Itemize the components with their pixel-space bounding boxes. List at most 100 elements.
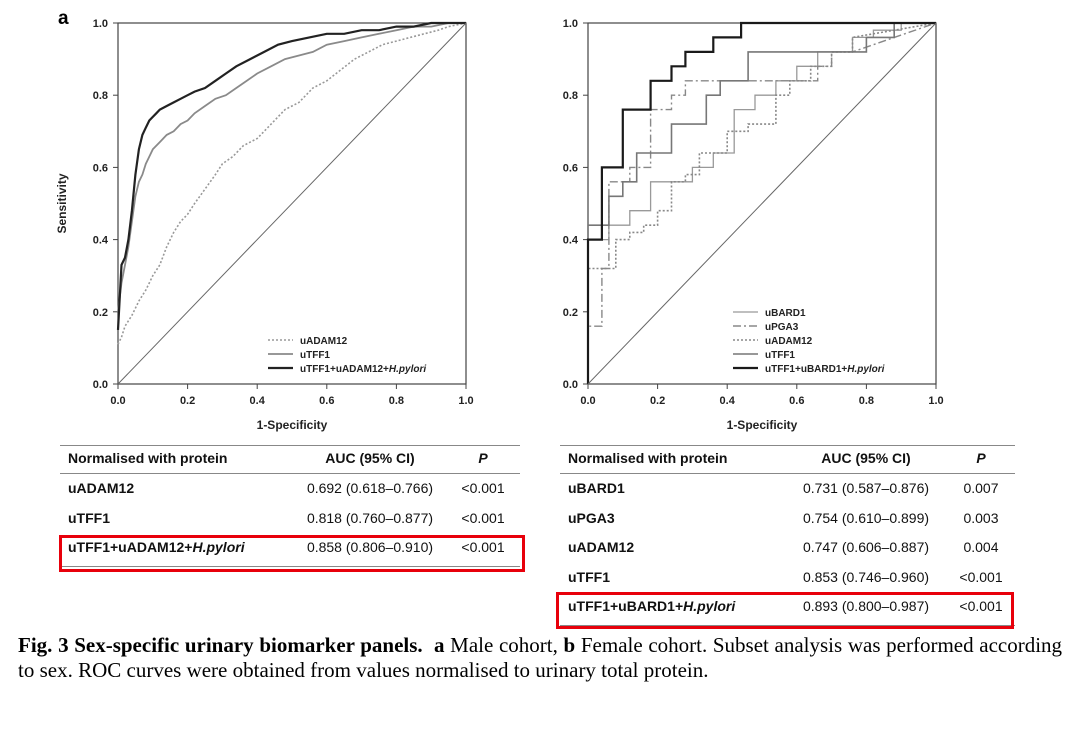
roc-curve-uadam12 — [587, 22, 937, 384]
table-rule — [560, 473, 1015, 474]
legend-entry: uADAM12 — [765, 336, 813, 347]
table-row: uTFF1+uADAM12+H.pylori 0.858 (0.806–0.910… — [60, 534, 520, 560]
marker-name: uADAM12 — [68, 480, 135, 496]
table-rule — [60, 565, 520, 567]
marker-name: uTFF1 — [68, 509, 110, 526]
legend-entry: uPGA3 — [765, 322, 799, 333]
highlight-box-male — [59, 535, 525, 572]
column-header: AUC (95% CI) — [325, 450, 415, 466]
p-value: <0.001 — [959, 598, 1003, 614]
auc-value: 0.692 (0.618–0.766) — [306, 480, 434, 496]
p-value: <0.001 — [461, 509, 505, 526]
column-header: P — [478, 450, 488, 466]
p-value: 0.003 — [963, 509, 999, 526]
auc-value: 0.754 (0.610–0.899) — [802, 509, 930, 526]
x-tick-label: 0.6 — [789, 395, 804, 407]
roc-curve-utff1 — [587, 22, 936, 384]
figure-caption: Fig. 3 Sex-specific urinary biomarker pa… — [18, 633, 1062, 683]
marker-name: uTFF1 — [568, 568, 610, 585]
y-tick-label: 0.4 — [563, 235, 579, 247]
plot-area-a: 0.00.0 0.2 0.2 0.4 0.4 0.6 0.6 0.8 0.8 1.0 1.0 1-Sp… — [55, 18, 474, 432]
x-tick-label: 0.0 — [110, 395, 125, 407]
x-tick-label: 0.2 — [180, 395, 195, 407]
p-value: 0.004 — [963, 539, 999, 555]
roc-curve-ubard1 — [587, 22, 936, 384]
p-value: <0.001 — [461, 480, 505, 496]
x-tick-label: 0.4 — [250, 395, 266, 407]
p-value: <0.001 — [959, 568, 1003, 585]
marker-name: uADAM12 — [568, 539, 635, 555]
table-row: uPGA3 0.754 (0.610–0.899) 0.003 — [560, 505, 1015, 531]
table-row: uBARD1 0.731 (0.587–0.876) 0.007 — [560, 475, 1015, 501]
table-header: Normalised with protein AUC (95% CI) P — [560, 445, 1015, 471]
column-header: Normalised with protein — [68, 450, 228, 466]
marker-name: uBARD1 — [568, 480, 625, 496]
marker-name: uTFF1+uBARD1+H.pylori — [568, 598, 736, 614]
caption-a-letter: a — [434, 633, 445, 657]
roc-chart-female: b 0.00.00.20.20.40.40.60.60.80.81.01.01-… — [563, 18, 944, 432]
x-tick-label: 0.4 — [720, 395, 736, 407]
p-value: <0.001 — [461, 539, 505, 555]
table-rule — [560, 445, 1015, 446]
x-tick-label: 0.6 — [319, 395, 334, 407]
marker-name: uTFF1+uADAM12+H.pylori — [68, 539, 245, 555]
y-tick-label: 0.6 — [93, 162, 108, 174]
plot-frame — [117, 22, 467, 385]
x-tick-label: 1.0 — [458, 395, 473, 407]
legend-entry: uTFF1+uADAM12+H.pylori — [300, 364, 426, 375]
y-tick-label: 0.4 — [93, 235, 109, 247]
plot-area-b: 0.00.0 0.2 0.2 0.4 0.4 0.6 0.6 0.8 0.8 1.0 1.0 1-Sp… — [563, 18, 944, 432]
x-tick-label: 0.8 — [389, 395, 404, 407]
table-rule — [560, 624, 1015, 626]
highlight-box-female — [556, 592, 1014, 629]
x-tick-label: 1.0 — [928, 395, 943, 407]
y-tick-label: 1.0 — [563, 18, 578, 30]
roc-curve-uadam12 — [117, 22, 467, 345]
table-row: uADAM12 0.692 (0.618–0.766) <0.001 — [60, 475, 520, 501]
y-tick-label: 0.8 — [563, 90, 578, 102]
table-row: uADAM12 0.747 (0.606–0.887) 0.004 — [560, 534, 1015, 560]
caption-b-text: Female cohort. Subset analysis was perfo… — [18, 633, 1063, 682]
y-tick-label: 0.2 — [563, 307, 578, 319]
roc-curve-utff1-uadam12-h-pylori — [116, 21, 466, 330]
legend-entry: uTFF1 — [300, 350, 330, 361]
caption-b-letter: b — [563, 633, 576, 657]
legend-entry: uBARD1 — [765, 308, 806, 319]
table-row: uTFF1 0.853 (0.746–0.960) <0.001 — [560, 564, 1015, 590]
y-tick-label: 0.8 — [93, 90, 108, 102]
y-tick-label: 0.0 — [93, 379, 108, 391]
y-tick-label: 1.0 — [93, 18, 108, 30]
y-tick-label: 0.2 — [93, 307, 108, 319]
auc-value: 0.818 (0.760–0.877) — [306, 509, 434, 526]
legend-entry: uTFF1 — [765, 350, 795, 361]
x-tick-label: 0.0 — [580, 395, 595, 407]
roc-chart-male: a 0.00.0 0.2 0.2 0.4 0.4 0.6 0.6 0.8 0.8 1.0 1.0 1-… — [55, 8, 474, 432]
marker-name: uPGA3 — [568, 509, 615, 526]
legend-entry: uTFF1+uBARD1+H.pylori — [765, 364, 885, 375]
reference-diagonal — [117, 22, 467, 385]
auc-value: 0.853 (0.746–0.960) — [802, 568, 930, 585]
x-tick-label: 0.2 — [650, 395, 665, 407]
column-header: Normalised with protein — [568, 450, 728, 466]
column-header: P — [976, 450, 986, 466]
column-header: AUC (95% CI) — [821, 450, 911, 466]
auc-value: 0.747 (0.606–0.887) — [802, 539, 930, 555]
panel-letter-a: a — [58, 8, 69, 29]
y-axis-label: Sensitivity — [55, 173, 69, 233]
y-tick-label: 0.0 — [563, 379, 578, 391]
roc-curve-upga3 — [587, 22, 937, 384]
table-row: uTFF1+uBARD1+H.pylori 0.893 (0.800–0.987)… — [560, 593, 1015, 619]
x-tick-label: 0.8 — [859, 395, 874, 407]
reference-diagonal — [587, 22, 937, 385]
caption-title: Fig. 3 Sex-specific urinary biomarker pa… — [18, 633, 423, 657]
table-row: uTFF1 0.818 (0.760–0.877) <0.001 — [60, 505, 520, 531]
p-value: 0.007 — [963, 480, 999, 496]
x-axis-label: 1-Specificity — [727, 418, 798, 432]
table-rule — [60, 473, 520, 474]
table-header: Normalised with protein AUC (95% CI) P — [60, 445, 520, 471]
auc-value: 0.731 (0.587–0.876) — [802, 480, 930, 496]
auc-value: 0.858 (0.806–0.910) — [306, 539, 434, 555]
roc-curve-utff1 — [117, 22, 466, 312]
